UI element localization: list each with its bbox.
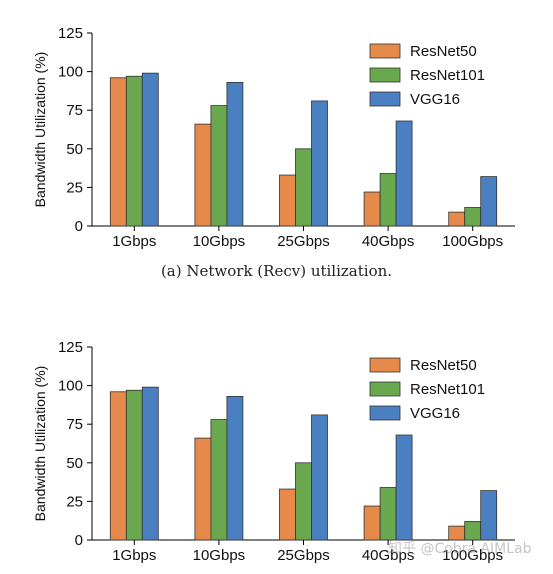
chart1-y-tick-label: 100 [58, 64, 83, 81]
chart1-bar-resnet101-25gbps [295, 148, 312, 227]
chart2-y-tick-label: 25 [66, 493, 83, 510]
chart2-legend-swatch-resnet50 [369, 357, 401, 373]
chart1-y-tick-label: 25 [66, 179, 83, 196]
chart2-legend-swatch-resnet101 [369, 381, 401, 397]
chart2-y-tick-label: 50 [66, 455, 83, 472]
chart2-bar-vgg16-100gbps [480, 490, 498, 541]
chart1-x-tick-label: 40Gbps [362, 233, 415, 250]
chart1-y-tick-label: 75 [66, 102, 83, 119]
chart2-bar-vgg16-10gbps [226, 396, 244, 541]
chart2-x-tick-label: 40Gbps [362, 547, 415, 564]
chart1-legend-swatch-resnet50 [369, 43, 401, 59]
chart1-bar-resnet50-25gbps [279, 174, 296, 227]
chart2-legend-label-vgg16: VGG16 [410, 405, 460, 422]
chart1-bar-resnet101-40gbps [379, 173, 397, 227]
chart1-bar-vgg16-40gbps [395, 120, 413, 227]
chart2-y-tick-label: 0 [75, 532, 83, 549]
chart1-bar-vgg16-100gbps [480, 176, 498, 227]
chart2-x-tick-label: 10Gbps [193, 547, 246, 564]
chart1-bar-resnet101-10gbps [210, 105, 228, 227]
chart2-bar-resnet101-25gbps [295, 462, 312, 541]
chart2-bar-resnet101-10gbps [210, 419, 228, 541]
chart2-bar-resnet50-40gbps [363, 505, 381, 541]
chart1-bar-vgg16-10gbps [226, 82, 244, 227]
chart1-legend-label-resnet101: ResNet101 [410, 67, 485, 84]
chart1-bar-resnet101-1gbps [125, 75, 143, 227]
chart2-x-tick-label: 25Gbps [277, 547, 330, 564]
chart1-bar-resnet101-100gbps [464, 207, 482, 227]
chart1-x-tick-label: 1Gbps [112, 233, 156, 250]
chart2-y-tick-label: 75 [66, 416, 83, 433]
watermark: 知乎 @Cobra AIMLab [388, 541, 532, 557]
chart2-legend-label-resnet50: ResNet50 [410, 357, 477, 374]
chart2-y-axis-label: Bandwidth Utilization (%) [32, 366, 48, 522]
caption-a: (a) Network (Recv) utilization. [160, 262, 393, 280]
chart2-bar-vgg16-25gbps [311, 414, 328, 541]
chart1-bar-vgg16-1gbps [141, 72, 159, 227]
chart1-bar-resnet50-100gbps [448, 211, 466, 227]
chart2-bar-vgg16-40gbps [395, 434, 413, 541]
chart1-y-tick-label: 125 [58, 25, 83, 42]
chart1-legend-swatch-resnet101 [369, 67, 401, 83]
chart1-bar-resnet50-40gbps [363, 191, 381, 227]
chart2-legend-swatch-vgg16 [369, 405, 401, 421]
chart1-legend-label-vgg16: VGG16 [410, 91, 460, 108]
chart1-legend-label-resnet50: ResNet50 [410, 43, 477, 60]
chart2-bar-resnet50-1gbps [109, 391, 127, 541]
chart2-y-tick-label: 125 [58, 339, 83, 356]
chart1-legend-swatch-vgg16 [369, 91, 401, 107]
chart1-x-tick-label: 25Gbps [277, 233, 330, 250]
chart2-legend-label-resnet101: ResNet101 [410, 381, 485, 398]
chart2-x-tick-label: 100Gbps [442, 547, 503, 564]
chart2-y-tick-label: 100 [58, 378, 83, 395]
chart2-x-tick-label: 1Gbps [112, 547, 156, 564]
chart2-bar-resnet50-25gbps [279, 488, 296, 541]
chart1-y-tick-label: 0 [75, 218, 83, 235]
chart2-bar-resnet101-40gbps [379, 487, 397, 541]
chart1-x-tick-label: 10Gbps [193, 233, 246, 250]
chart2-bar-resnet50-10gbps [194, 437, 212, 541]
chart1-bar-vgg16-25gbps [311, 100, 328, 227]
chart2-bar-vgg16-1gbps [141, 386, 159, 541]
chart1-y-axis-label: Bandwidth Utilization (%) [32, 52, 48, 208]
chart1-x-tick-label: 100Gbps [442, 233, 503, 250]
chart1-y-tick-label: 50 [66, 141, 83, 158]
chart2-bar-resnet101-1gbps [125, 389, 143, 541]
chart1-bar-resnet50-10gbps [194, 123, 212, 227]
chart1-bar-resnet50-1gbps [109, 77, 127, 227]
